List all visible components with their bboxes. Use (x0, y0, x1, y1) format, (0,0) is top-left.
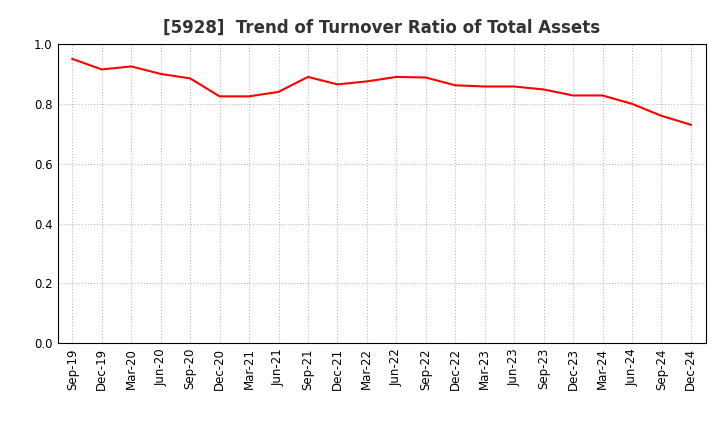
Title: [5928]  Trend of Turnover Ratio of Total Assets: [5928] Trend of Turnover Ratio of Total … (163, 19, 600, 37)
